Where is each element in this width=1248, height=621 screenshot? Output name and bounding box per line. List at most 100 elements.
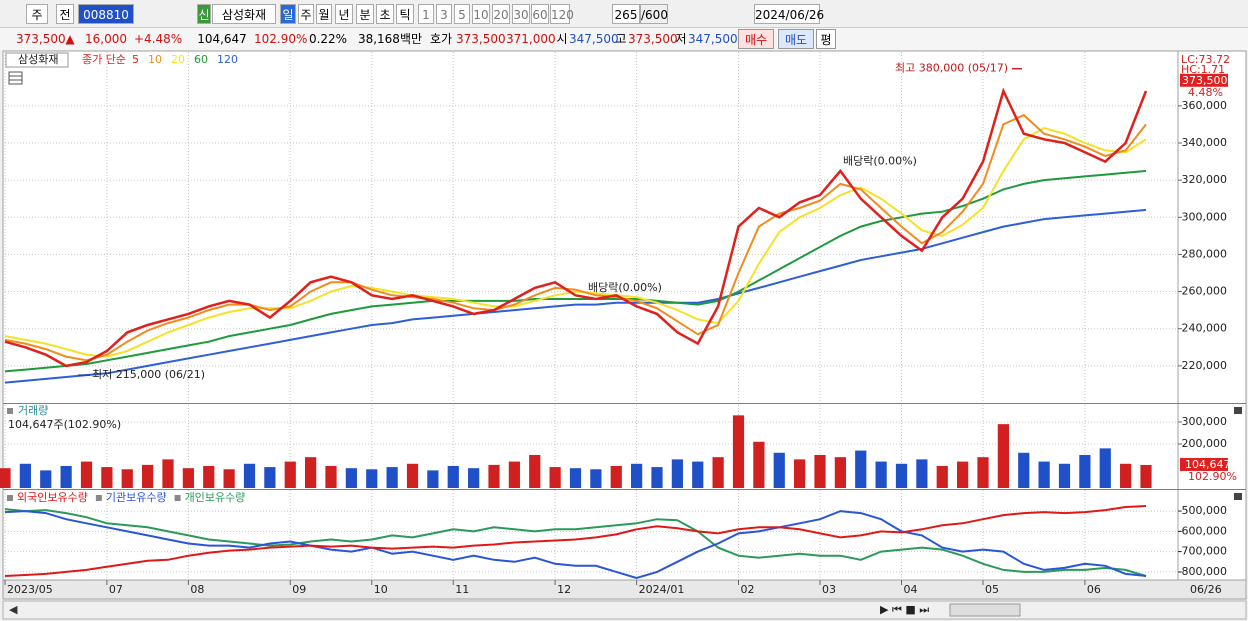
volume-bar [794, 459, 806, 488]
panel-title: 거래량 [18, 404, 48, 417]
volume-bar [732, 415, 745, 488]
toolbar-item[interactable]: 5 [454, 4, 470, 24]
toolbar-item[interactable]: +4.48% [134, 32, 183, 46]
scroll-thumb[interactable] [949, 603, 1021, 617]
toolbar-item[interactable]: 호가 [429, 32, 453, 46]
toolbar-item[interactable]: 저 [675, 32, 687, 46]
toolbar-item[interactable]: 월 [316, 4, 332, 24]
toolbar-item[interactable]: ▲ [65, 32, 75, 46]
legend-icon [7, 495, 13, 501]
toolbar-item[interactable]: 10 [472, 4, 490, 24]
y-tick-label: 220,000 [1182, 359, 1228, 372]
chart-frame [2, 50, 1247, 600]
toolbar-item[interactable]: 30 [512, 4, 530, 24]
legend-item: 10 [148, 53, 162, 66]
toolbar-item[interactable]: 347,500 [688, 32, 738, 46]
toolbar-item[interactable]: 3 [436, 4, 452, 24]
toolbar-item[interactable]: 1 [418, 4, 434, 24]
toolbar-item[interactable]: 전 [56, 4, 74, 24]
toolbar-item[interactable]: 년 [335, 4, 353, 24]
y-tick-label: 280,000 [1182, 247, 1228, 260]
y-tick-label: -600,000 [1178, 524, 1227, 537]
volume-bar [80, 461, 93, 488]
toolbar-item[interactable]: 60 [531, 4, 549, 24]
nav-buttons[interactable]: ▶ ⏮ ■ ⏭ [880, 603, 929, 616]
toolbar-item[interactable]: 매수 [738, 29, 774, 49]
toolbar-item[interactable]: 373,500 [16, 32, 66, 46]
series-line [4, 510, 1147, 580]
toolbar-item[interactable]: 0.22% [308, 32, 348, 46]
legend-icon [174, 495, 181, 501]
toolbar-item[interactable]: 2024/06/26 [754, 4, 824, 24]
toolbar-item[interactable]: 373,500 [456, 32, 506, 46]
y-tick-label: 340,000 [1182, 136, 1228, 149]
volume-bar [162, 459, 174, 488]
side-label: HC:1.71 [1181, 63, 1225, 76]
panel-icon [7, 408, 13, 414]
x-tick-label: 04 [904, 583, 918, 596]
volume-bar [243, 463, 256, 488]
scroll-left[interactable]: ◀ [9, 603, 18, 616]
toolbar-item[interactable]: 38,168백만 [357, 32, 423, 46]
toolbar-item[interactable]: 신 [197, 4, 211, 24]
panel-close[interactable] [1234, 407, 1242, 414]
volume-bar [936, 465, 948, 488]
toolbar-item[interactable]: 주 [26, 4, 48, 24]
toolbar-item[interactable]: 265 [612, 4, 640, 24]
scrollbar[interactable] [2, 600, 1247, 620]
volume-bar [1038, 461, 1050, 488]
toolbar-item[interactable]: 371,000 [506, 32, 556, 46]
volume-bar [325, 465, 337, 488]
toolbar-item[interactable]: 초 [376, 4, 394, 24]
volume-bar [284, 461, 296, 488]
x-tick-label: 02 [741, 583, 755, 596]
y-tick-label: 300,000 [1182, 210, 1228, 223]
toolbar-item[interactable]: 347,500 [569, 32, 619, 46]
toolbar-item[interactable]: 평 [816, 29, 836, 49]
toolbar-item[interactable]: 주 [298, 4, 314, 24]
legend-item: 개인보유수량 [185, 491, 246, 504]
toolbar-item[interactable]: 틱 [396, 4, 414, 24]
toolbar-item[interactable]: 고 [615, 32, 627, 46]
volume-bar [1120, 463, 1132, 488]
y-tick-label: 300,000 [1182, 415, 1228, 428]
volume-bar [223, 469, 235, 488]
toolbar-item[interactable]: 120 [550, 4, 574, 24]
toolbar-item[interactable]: 일 [280, 4, 296, 24]
toolbar-item[interactable]: 분 [356, 4, 374, 24]
toolbar-row2: 373,500 ▲ 16,000 +4.48% 104,647 102.90% 0.22% 3… [0, 27, 1248, 50]
toolbar-item[interactable]: 20 [492, 4, 510, 24]
toolbar-item[interactable]: 104,647 [197, 32, 247, 46]
toolbar-item[interactable]: /600 [640, 4, 668, 24]
y-tick-label: -700,000 [1178, 545, 1227, 558]
stock-label-box [5, 52, 69, 68]
volume-bar [427, 470, 439, 488]
legend-item: 외국인보유수량 [17, 491, 88, 504]
toolbar-item[interactable]: 시 [556, 32, 568, 46]
toolbar-item[interactable]: 373,500 [628, 32, 678, 46]
x-tick-label: 10 [374, 583, 388, 596]
volume-bar [610, 465, 622, 488]
x-tick-label: 05 [985, 583, 999, 596]
toolbar-item[interactable]: 102.90% [254, 32, 308, 46]
y-tick-label: -800,000 [1178, 565, 1227, 578]
volume-bar [1058, 463, 1071, 488]
panel-close[interactable] [1234, 493, 1242, 500]
table-icon[interactable] [8, 71, 23, 85]
volume-bar [773, 452, 785, 488]
stock-label: 삼성화재 [18, 53, 58, 66]
x-tick-label: 06 [1087, 583, 1101, 596]
axis-area [1177, 50, 1247, 600]
toolbar-item[interactable]: 16,000 [85, 32, 127, 46]
y-tick-label: 260,000 [1182, 285, 1228, 298]
volume-bar [671, 459, 683, 488]
x-tick-label: 2024/01 [639, 583, 685, 596]
toolbar-item[interactable]: 삼성화재 [212, 4, 276, 24]
series-line [4, 127, 1147, 358]
legend-item: 기관보유수량 [106, 491, 167, 504]
toolbar-item[interactable]: 매도 [778, 29, 814, 49]
volume-bar [386, 467, 398, 488]
y-tick-label: 240,000 [1182, 322, 1228, 335]
toolbar-item[interactable]: 008810 [78, 4, 134, 24]
